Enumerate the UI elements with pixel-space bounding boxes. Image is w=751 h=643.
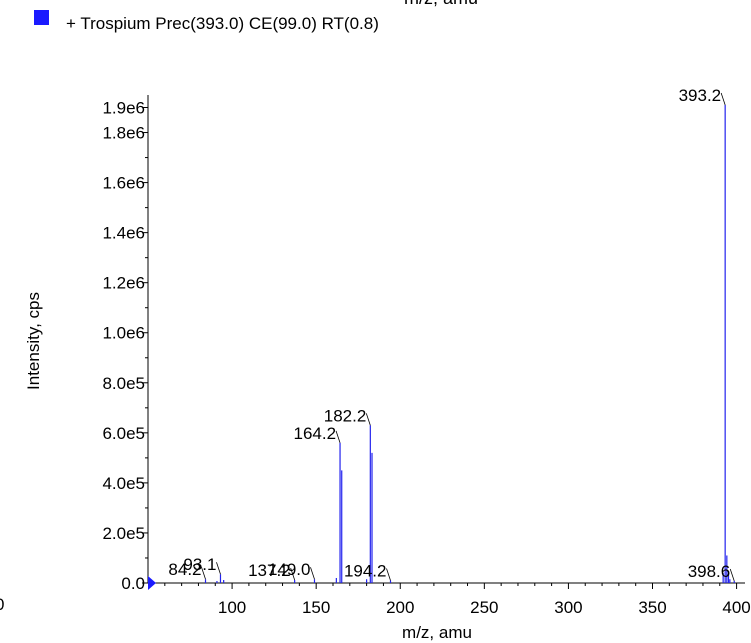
y-tick-label: 1.2e6 [102, 274, 145, 293]
plot-area: 0.0 2.0e5 4.0e5 6.0e5 8.0e5 1.0e6 1.2e6 1.4e6 1.… [102, 86, 750, 617]
peak-label-leader [310, 567, 315, 580]
x-tick-label: 150 [302, 598, 330, 617]
y-tick-label: 1.0e6 [102, 324, 145, 343]
peak-label-leader [290, 567, 296, 581]
zoom-marker-icon [148, 576, 156, 590]
x-axis-title: m/z, amu [402, 623, 472, 642]
peak-label: 137.2 [248, 561, 291, 580]
legend-marker [34, 10, 49, 25]
x-tick-label: 350 [638, 598, 666, 617]
y-tick-label: 1.8e6 [102, 124, 145, 143]
legend-label: + Trospium Prec(393.0) CE(99.0) RT(0.8) [66, 14, 379, 33]
peak-label-leader [720, 92, 726, 106]
x-tick-label: 100 [218, 598, 246, 617]
peak-label-leader [335, 430, 341, 443]
top-axis-label: m/z, amu [404, 0, 478, 8]
y-tick-label: 2.0e5 [102, 524, 145, 543]
y-tick-label: 1.9e6 [102, 99, 145, 118]
x-tick-label: 200 [386, 598, 414, 617]
peak-label-leader [365, 413, 371, 426]
peak-label: 164.2 [294, 424, 337, 443]
y-tick-label: 4.0e5 [102, 474, 145, 493]
peak-label: 93.1 [183, 555, 216, 574]
y-axis-title: Intensity, cps [24, 292, 43, 390]
peak-label-leader [216, 562, 221, 575]
peak-label: 149.0 [268, 560, 311, 579]
x-tick-label: 300 [554, 598, 582, 617]
peak-label: 182.2 [324, 406, 367, 425]
peak-label-leader [201, 567, 206, 580]
peak-label: 398.6 [688, 562, 731, 581]
x-tick-label: 400 [722, 598, 750, 617]
peak-label-leader [386, 568, 391, 581]
peak-label: 84.2 [168, 560, 201, 579]
y-tick-label: 0.0 [121, 574, 145, 593]
y-tick-label: 1.4e6 [102, 224, 145, 243]
y-tick-label: 6.0e5 [102, 424, 145, 443]
x-axis-left-edge-label: 0 [0, 595, 4, 614]
peak-label: 393.2 [679, 86, 722, 105]
y-tick-label: 1.6e6 [102, 174, 145, 193]
x-tick-label: 250 [470, 598, 498, 617]
peak-label-leader [729, 568, 735, 582]
y-tick-label: 8.0e5 [102, 374, 145, 393]
peak-label: 194.2 [344, 561, 387, 580]
